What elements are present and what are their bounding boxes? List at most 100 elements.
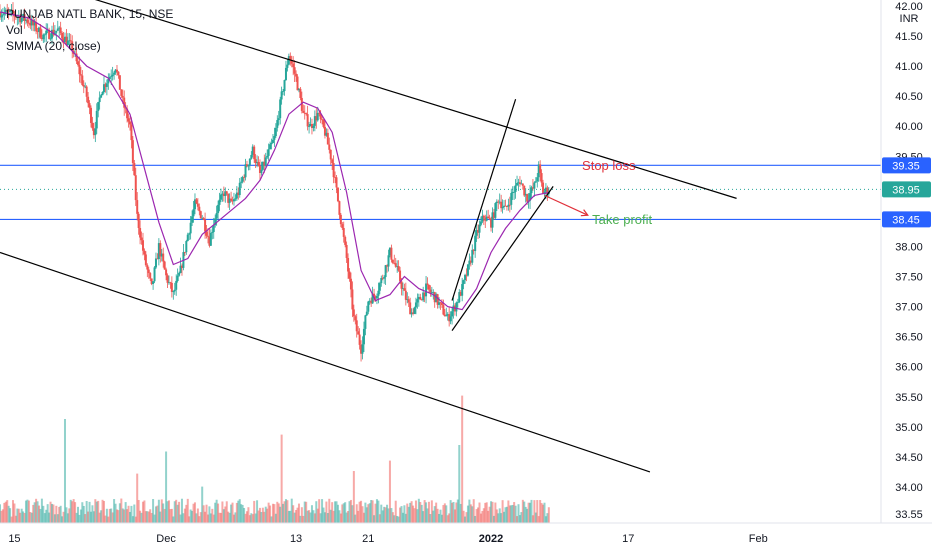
volume-bar <box>104 515 107 523</box>
candle-body <box>355 320 358 332</box>
price-tick-label: 35.00 <box>895 422 923 434</box>
volume-bar <box>175 499 178 523</box>
candle-body <box>94 128 97 136</box>
volume-bar <box>39 508 42 523</box>
volume-bar <box>23 512 26 523</box>
candle-body <box>530 187 533 194</box>
stop-loss-label[interactable]: Stop loss <box>582 158 636 173</box>
volume-bar <box>341 504 344 523</box>
volume-bar <box>362 512 365 523</box>
candle-body <box>296 76 299 91</box>
volume-bar <box>147 511 150 523</box>
candle-body <box>244 164 247 178</box>
candle-body <box>435 294 438 303</box>
candle-body <box>97 102 100 111</box>
candle-body <box>81 75 84 86</box>
volume-bar <box>118 503 121 523</box>
volume-bar <box>537 516 540 523</box>
candle-body <box>209 232 212 246</box>
volume-bar <box>403 505 406 523</box>
volume-bar <box>237 500 240 523</box>
candle-body <box>357 331 360 335</box>
volume-bar <box>386 504 389 523</box>
candle-body <box>48 29 51 39</box>
legend-symbol[interactable]: PUNJAB NATL BANK, 15, NSE <box>6 7 174 21</box>
take-profit-arrow[interactable] <box>544 194 589 216</box>
candle-body <box>425 283 428 297</box>
candle-body <box>478 224 481 233</box>
volume-bar <box>349 499 352 523</box>
volume-bar <box>248 515 251 523</box>
candle-body <box>134 175 137 201</box>
volume-bar <box>188 516 191 523</box>
candle-body <box>27 22 30 24</box>
volume-bar <box>260 511 263 523</box>
volume-bar <box>173 501 176 523</box>
candle-body <box>446 314 449 316</box>
volume-bar <box>202 505 205 523</box>
candle-body <box>238 182 241 196</box>
candle-body <box>274 127 277 137</box>
volume-bar <box>387 508 390 523</box>
candle-body <box>29 22 32 26</box>
volume-bar <box>354 514 357 523</box>
volume-bar <box>53 514 56 523</box>
volume-bar <box>153 514 156 523</box>
time-axis[interactable]: 15 Dec 13 21 2022 17 Feb <box>8 533 767 545</box>
trend-line[interactable] <box>0 0 737 199</box>
volume-bar <box>381 510 384 523</box>
volume-bar <box>68 508 71 523</box>
volume-bar <box>137 500 140 523</box>
volume-bar <box>378 514 381 523</box>
candle-body <box>141 240 144 251</box>
candle-body <box>310 123 313 129</box>
volume-bar <box>273 504 276 523</box>
volume-bar <box>131 516 134 523</box>
take-profit-label[interactable]: Take profit <box>592 212 652 227</box>
volume-bar <box>484 502 487 523</box>
candle-body <box>305 113 308 115</box>
candle-body <box>208 236 211 246</box>
volume-bar <box>1 509 4 523</box>
price-axis[interactable]: 42.0041.5041.0040.5040.0039.5039.0038.50… <box>895 1 923 521</box>
candle-body <box>279 99 282 119</box>
volume-bar <box>546 513 549 523</box>
candle-body <box>63 36 66 43</box>
volume-bar <box>286 500 289 523</box>
volume-bar <box>172 516 175 523</box>
volume-bar <box>412 505 415 523</box>
volume-bar <box>247 507 250 523</box>
candle-body <box>302 110 305 113</box>
candle-body <box>345 244 348 258</box>
candle-body <box>117 71 120 76</box>
time-tick-label: 2022 <box>479 533 503 545</box>
volume-bar <box>79 509 82 523</box>
candle-body <box>144 254 147 266</box>
price-tick-label: 41.00 <box>895 61 923 73</box>
candle-body <box>329 149 332 160</box>
candle-body <box>374 296 377 299</box>
candle-body <box>261 161 264 170</box>
legend-smma[interactable]: SMMA (20, close) <box>6 39 101 53</box>
candle-body <box>419 296 422 300</box>
volume-bar <box>326 513 329 523</box>
legend-vol[interactable]: Vol <box>6 23 23 37</box>
volume-bar <box>257 510 260 523</box>
volume-bar <box>27 500 30 523</box>
candle-body <box>377 290 380 296</box>
volume-bar <box>13 503 16 523</box>
candle-body <box>166 275 169 283</box>
candle-body <box>371 293 374 304</box>
volume-bar <box>407 506 410 523</box>
candle-body <box>361 344 364 354</box>
trend-line[interactable] <box>0 251 651 473</box>
volume-bar <box>521 499 524 523</box>
candle-body <box>523 185 526 196</box>
volume-bar <box>364 502 367 523</box>
candle-body <box>426 283 429 285</box>
trend-line[interactable] <box>451 186 554 331</box>
volume-bar <box>189 509 192 523</box>
trend-line[interactable] <box>451 99 517 301</box>
volume-bar <box>312 510 315 523</box>
